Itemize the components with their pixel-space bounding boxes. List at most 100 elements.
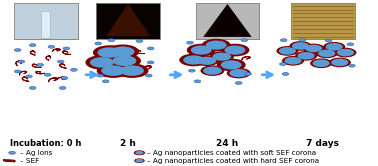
Circle shape	[63, 47, 70, 50]
Circle shape	[316, 48, 338, 58]
Circle shape	[331, 59, 349, 66]
Circle shape	[48, 45, 55, 48]
Circle shape	[61, 77, 68, 80]
Circle shape	[195, 55, 219, 66]
Circle shape	[135, 151, 144, 155]
Text: – SEF: – SEF	[20, 158, 40, 164]
Circle shape	[217, 59, 246, 71]
Circle shape	[134, 150, 145, 155]
Circle shape	[120, 65, 144, 76]
Bar	[196, 3, 259, 39]
Text: – Ag ions: – Ag ions	[20, 150, 53, 156]
Circle shape	[220, 44, 249, 56]
Circle shape	[29, 44, 36, 47]
Circle shape	[303, 44, 325, 53]
Circle shape	[26, 75, 32, 78]
Circle shape	[97, 63, 130, 78]
Bar	[291, 3, 355, 39]
Circle shape	[112, 55, 136, 66]
Circle shape	[179, 54, 208, 66]
Bar	[96, 3, 160, 39]
Circle shape	[57, 60, 64, 63]
Circle shape	[347, 43, 354, 46]
Circle shape	[299, 39, 306, 42]
Text: – Ag nanoparticles coated with soft SEF corona: – Ag nanoparticles coated with soft SEF …	[147, 150, 317, 156]
Circle shape	[337, 49, 354, 56]
Circle shape	[14, 49, 21, 52]
Circle shape	[313, 59, 330, 67]
Circle shape	[295, 51, 317, 61]
Circle shape	[280, 39, 287, 42]
Bar	[96, 3, 160, 39]
Circle shape	[71, 68, 77, 71]
Circle shape	[147, 47, 154, 50]
Circle shape	[245, 73, 251, 75]
Circle shape	[235, 82, 242, 84]
Circle shape	[241, 39, 248, 42]
Circle shape	[37, 63, 43, 66]
Circle shape	[203, 67, 222, 75]
Circle shape	[146, 74, 152, 77]
Circle shape	[85, 55, 119, 70]
Circle shape	[212, 53, 231, 61]
Circle shape	[111, 46, 135, 57]
Bar	[14, 3, 77, 39]
Circle shape	[221, 60, 242, 70]
Text: 7 days: 7 days	[307, 139, 339, 148]
Circle shape	[102, 80, 109, 83]
Circle shape	[292, 42, 309, 50]
Circle shape	[98, 47, 121, 58]
Circle shape	[183, 55, 204, 65]
Bar	[14, 3, 77, 39]
Circle shape	[59, 86, 66, 89]
Circle shape	[323, 42, 345, 52]
Circle shape	[282, 56, 304, 66]
Circle shape	[108, 53, 141, 68]
Circle shape	[284, 57, 302, 65]
Text: 2 h: 2 h	[120, 139, 136, 148]
Circle shape	[202, 39, 231, 51]
Circle shape	[305, 45, 322, 52]
Circle shape	[147, 61, 154, 64]
Circle shape	[325, 39, 332, 42]
Circle shape	[325, 43, 343, 51]
Circle shape	[227, 68, 251, 78]
Circle shape	[135, 159, 144, 163]
Circle shape	[194, 80, 201, 83]
Circle shape	[187, 41, 194, 44]
Circle shape	[206, 41, 227, 50]
Circle shape	[14, 70, 21, 73]
Bar	[41, 11, 50, 38]
Bar	[291, 3, 355, 39]
Circle shape	[95, 42, 102, 45]
Circle shape	[210, 51, 234, 62]
Circle shape	[229, 69, 248, 77]
Circle shape	[134, 158, 145, 163]
Circle shape	[197, 57, 216, 65]
Circle shape	[280, 63, 286, 66]
Bar	[14, 3, 77, 39]
Circle shape	[282, 73, 289, 75]
Circle shape	[279, 47, 296, 55]
Circle shape	[101, 65, 125, 76]
Circle shape	[329, 58, 351, 67]
Circle shape	[106, 44, 139, 59]
Bar	[96, 3, 160, 39]
Polygon shape	[106, 4, 150, 36]
Circle shape	[9, 151, 15, 154]
Circle shape	[90, 57, 114, 68]
Circle shape	[187, 44, 216, 56]
Bar	[291, 3, 355, 39]
Circle shape	[349, 64, 355, 67]
Circle shape	[97, 74, 104, 77]
Circle shape	[115, 63, 149, 78]
Circle shape	[225, 45, 245, 55]
Circle shape	[191, 45, 212, 55]
Circle shape	[310, 58, 332, 68]
Text: – Ag nanoparticles coated with hard SEF corona: – Ag nanoparticles coated with hard SEF …	[147, 158, 320, 164]
Circle shape	[276, 46, 298, 56]
Circle shape	[136, 40, 143, 42]
Circle shape	[318, 50, 335, 57]
Circle shape	[297, 52, 315, 60]
Bar	[196, 3, 259, 39]
